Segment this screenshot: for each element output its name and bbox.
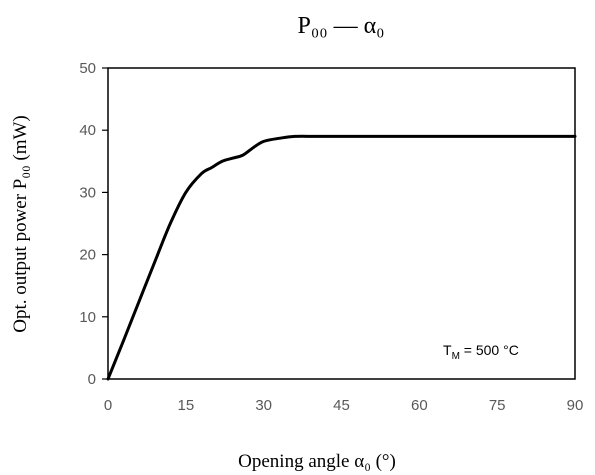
x-tick-label: 45	[333, 397, 350, 414]
x-tick-label: 15	[177, 397, 194, 414]
chart-title: P₀₀ — α₀	[297, 13, 384, 39]
y-tick-label: 10	[79, 309, 96, 326]
x-tick-label: 0	[104, 397, 112, 414]
annotation-base: T	[443, 342, 452, 358]
y-tick-label: 40	[79, 122, 96, 139]
x-axis-ticks: 0 15 30 45 60 75 90	[104, 397, 584, 414]
x-axis-label: Opening angle α₀ (°)	[238, 451, 396, 472]
x-tick-label: 60	[411, 397, 428, 414]
y-tick-label: 20	[79, 247, 96, 264]
x-tick-label: 30	[255, 397, 272, 414]
x-tick-label: 75	[489, 397, 506, 414]
plot-area	[107, 67, 576, 380]
y-axis-ticks: 0 10 20 30 40 50	[79, 60, 108, 388]
annotation-subscript: M	[452, 351, 460, 362]
annotation-text: = 500 °C	[460, 342, 519, 358]
y-tick-label: 30	[79, 184, 96, 201]
x-tick-label: 90	[567, 397, 584, 414]
temperature-annotation: TM = 500 °C	[443, 342, 519, 362]
y-tick-label: 50	[79, 60, 96, 77]
series-line	[106, 134, 577, 381]
y-axis-label: Opt. output power P₀₀ (mW)	[10, 115, 31, 332]
y-tick-label: 0	[88, 371, 96, 388]
